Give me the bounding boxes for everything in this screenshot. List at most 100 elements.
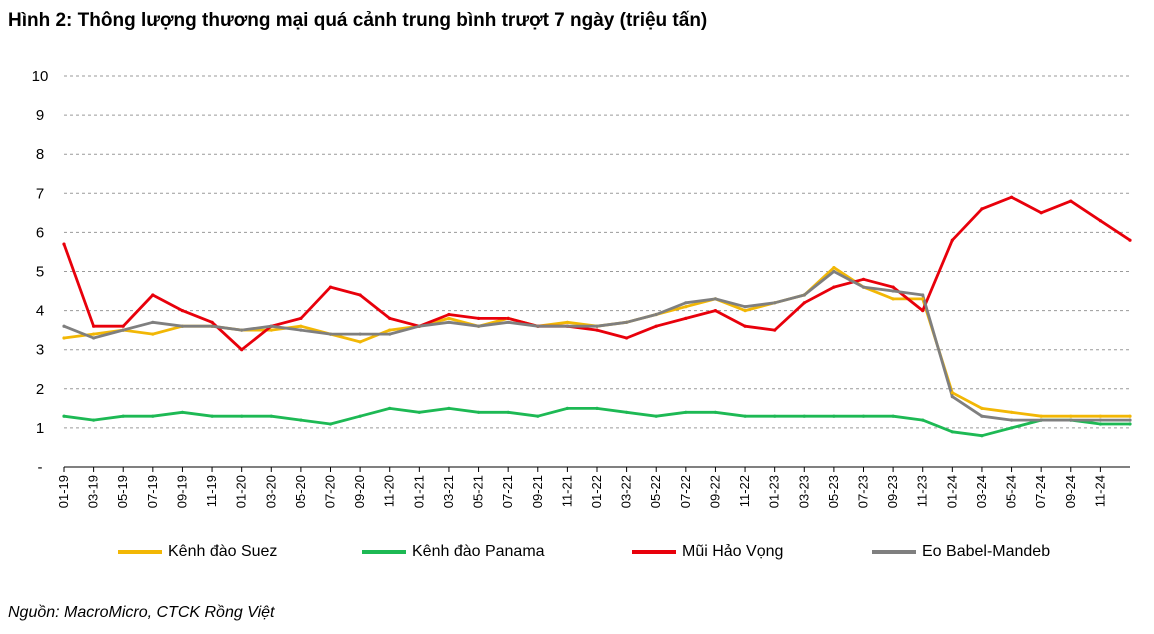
data-point-bab	[269, 324, 273, 328]
data-point-panama	[980, 434, 984, 438]
data-point-panama	[358, 414, 362, 418]
data-point-bab	[891, 289, 895, 293]
data-point-cape	[861, 277, 866, 281]
x-tick-label: 09-23	[885, 475, 900, 508]
legend-label-bab: Eo Babel-Mandeb	[922, 543, 1051, 560]
data-point-bab	[743, 305, 747, 309]
x-tick-label: 07-19	[145, 475, 160, 508]
data-point-bab	[506, 320, 510, 324]
data-point-panama	[417, 410, 421, 414]
data-point-bab	[565, 324, 570, 328]
data-point-suez	[743, 309, 747, 313]
data-point-cape	[121, 324, 125, 328]
data-point-panama	[891, 414, 895, 418]
y-tick-label: 4	[36, 303, 44, 320]
data-point-bab	[536, 324, 540, 328]
x-tick-label: 07-24	[1033, 475, 1048, 508]
data-point-suez	[950, 391, 954, 395]
data-point-suez	[447, 316, 451, 320]
legend-item-cape: Mũi Hảo Vọng	[632, 543, 783, 561]
data-point-cape	[743, 324, 747, 328]
data-point-cape	[210, 320, 214, 324]
data-point-suez	[62, 336, 66, 340]
data-point-cape	[713, 309, 718, 313]
data-point-panama	[950, 430, 954, 434]
data-point-panama	[1098, 422, 1102, 426]
legend-swatch-suez	[118, 550, 162, 554]
data-point-cape	[950, 238, 954, 242]
data-point-panama	[447, 406, 451, 410]
data-point-suez	[299, 324, 303, 328]
data-point-cape	[1069, 199, 1073, 203]
data-point-panama	[921, 418, 925, 422]
data-point-bab	[180, 324, 184, 328]
data-point-bab	[328, 332, 333, 336]
x-tick-label: 01-19	[56, 475, 71, 508]
y-tick-label: 7	[36, 185, 44, 202]
y-tick-label: -	[38, 459, 43, 476]
data-point-cape	[328, 285, 333, 289]
data-point-panama	[743, 414, 747, 418]
data-point-panama	[832, 414, 836, 418]
y-tick-label: 10	[32, 68, 49, 85]
x-tick-label: 09-22	[707, 475, 722, 508]
data-point-panama	[565, 406, 570, 410]
x-tick-label: 09-19	[174, 475, 189, 508]
data-point-cape	[595, 328, 599, 332]
legend-item-bab: Eo Babel-Mandeb	[872, 543, 1050, 561]
legend-item-panama: Kênh đào Panama	[362, 543, 545, 561]
x-tick-label: 11-23	[915, 475, 930, 507]
y-tick-label: 2	[36, 381, 44, 398]
data-point-cape	[299, 316, 303, 320]
legend-swatch-bab	[872, 550, 916, 554]
data-point-bab	[950, 395, 954, 399]
data-point-cape	[358, 293, 362, 297]
data-point-panama	[388, 406, 392, 410]
x-tick-label: 11-24	[1092, 475, 1107, 507]
data-point-bab	[299, 328, 303, 332]
data-point-bab	[358, 332, 362, 336]
data-point-cape	[92, 324, 96, 328]
y-tick-label: 5	[36, 264, 44, 281]
data-point-panama	[240, 414, 244, 418]
x-tick-label: 05-20	[293, 475, 308, 508]
data-point-cape	[388, 316, 392, 320]
x-tick-label: 07-20	[323, 475, 338, 508]
data-point-panama	[595, 406, 599, 410]
data-point-cape	[1039, 211, 1043, 215]
data-point-suez	[1039, 414, 1043, 418]
data-point-panama	[92, 418, 96, 422]
data-point-cape	[773, 328, 777, 332]
x-tick-label: 05-23	[826, 475, 841, 508]
legend-item-suez: Kênh đào Suez	[118, 543, 277, 561]
legend-label-suez: Kênh đào Suez	[168, 543, 278, 560]
data-point-cape	[654, 324, 658, 328]
x-tick-label: 07-22	[678, 475, 693, 508]
data-point-cape	[832, 285, 836, 289]
x-tick-label: 01-23	[767, 475, 782, 508]
data-point-panama	[477, 410, 481, 414]
data-point-panama	[536, 414, 540, 418]
data-point-panama	[210, 414, 214, 418]
data-point-panama	[654, 414, 658, 418]
data-point-panama	[62, 414, 66, 418]
data-point-suez	[388, 328, 392, 332]
x-tick-label: 01-21	[411, 475, 426, 508]
x-tick-label: 01-24	[944, 475, 959, 508]
x-tick-label: 11-20	[382, 475, 397, 507]
x-tick-label: 05-19	[115, 475, 130, 508]
data-point-panama	[180, 410, 184, 414]
data-point-suez	[1069, 414, 1073, 418]
x-tick-label: 11-22	[737, 475, 752, 507]
x-tick-label: 03-23	[796, 475, 811, 508]
legend-label-cape: Mũi Hảo Vọng	[682, 543, 784, 560]
data-point-panama	[1010, 426, 1014, 430]
legend-label-panama: Kênh đào Panama	[412, 543, 545, 560]
data-point-suez	[358, 340, 362, 344]
data-point-panama	[861, 414, 866, 418]
data-point-bab	[447, 320, 451, 324]
data-point-bab	[921, 293, 925, 297]
y-tick-label: 6	[36, 224, 44, 241]
data-point-cape	[921, 309, 925, 313]
